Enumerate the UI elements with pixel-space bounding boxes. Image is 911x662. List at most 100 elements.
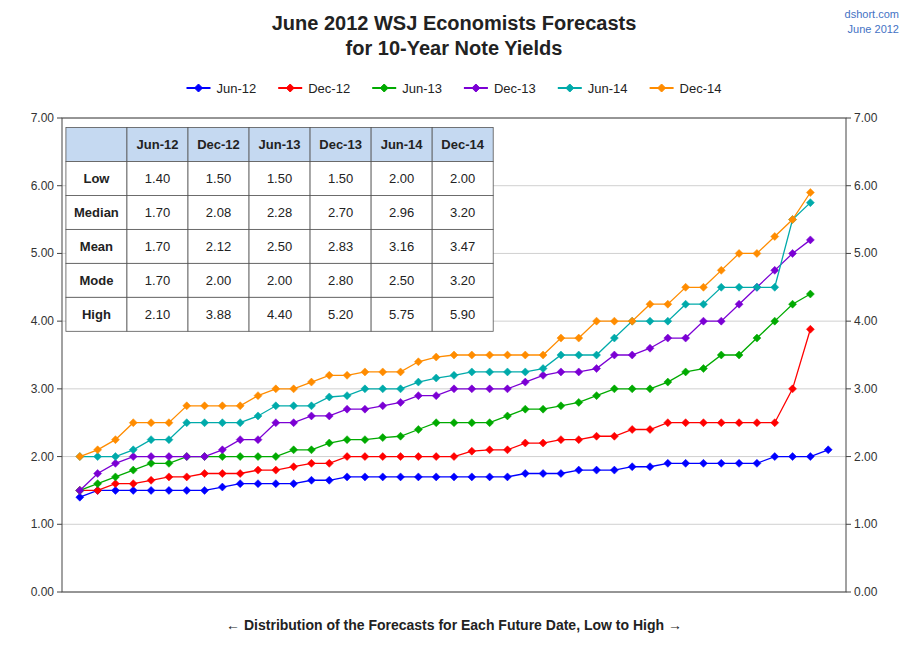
data-point — [165, 436, 173, 444]
table-cell — [432, 297, 493, 331]
data-point — [486, 385, 494, 393]
data-point — [593, 365, 601, 373]
data-point — [343, 453, 351, 461]
table-cell — [371, 127, 432, 161]
data-point — [503, 446, 511, 454]
data-point — [307, 412, 315, 420]
data-point — [307, 402, 315, 410]
data-point — [610, 466, 618, 474]
table-cell — [66, 195, 127, 229]
tick — [846, 185, 851, 186]
data-point — [290, 446, 298, 454]
tick — [846, 321, 851, 322]
data-point — [414, 378, 422, 386]
data-point — [290, 463, 298, 471]
tick-label: 3.00 — [31, 382, 55, 396]
data-point — [147, 419, 155, 427]
stats-table: Jun-12Dec-12Jun-13Dec-13Jun-14Dec-14Low1… — [66, 127, 493, 331]
data-point — [450, 385, 458, 393]
table-text: 2.80 — [328, 273, 353, 288]
table-text: 1.70 — [145, 273, 170, 288]
legend-marker — [472, 84, 480, 92]
table-cell — [127, 263, 188, 297]
data-point — [521, 470, 529, 478]
data-point — [575, 368, 583, 376]
data-point — [147, 453, 155, 461]
data-point — [789, 249, 797, 257]
legend-item: Dec-13 — [464, 81, 536, 96]
table-text: 2.00 — [450, 171, 475, 186]
table-cell — [188, 229, 249, 263]
data-point — [539, 470, 547, 478]
data-point — [646, 300, 654, 308]
legend-marker — [658, 84, 666, 92]
data-point — [129, 446, 137, 454]
data-point — [717, 459, 725, 467]
data-point — [111, 453, 119, 461]
table-text: 1.50 — [267, 171, 292, 186]
data-point — [111, 436, 119, 444]
data-point — [664, 419, 672, 427]
table-cell — [66, 297, 127, 331]
data-point — [183, 453, 191, 461]
data-point — [789, 216, 797, 224]
data-point — [183, 486, 191, 494]
table-text: 3.16 — [389, 239, 414, 254]
data-point — [147, 436, 155, 444]
data-point — [664, 378, 672, 386]
legend-label: Jun-14 — [588, 81, 628, 96]
data-point — [806, 325, 814, 333]
data-point — [806, 199, 814, 207]
tick — [846, 388, 851, 389]
data-point — [771, 453, 779, 461]
tick-label: 6.00 — [31, 179, 55, 193]
table-text: 2.10 — [145, 307, 170, 322]
data-point — [272, 480, 280, 488]
data-point — [129, 480, 137, 488]
data-point — [76, 486, 84, 494]
data-point — [557, 470, 565, 478]
table-cell — [432, 127, 493, 161]
legend-item: Jun-14 — [558, 81, 628, 96]
data-point — [379, 368, 387, 376]
data-point — [503, 385, 511, 393]
data-point — [735, 283, 743, 291]
tick-label: 0.00 — [854, 585, 878, 599]
data-point — [201, 402, 209, 410]
data-point — [628, 425, 636, 433]
legend-label: Dec-14 — [680, 81, 722, 96]
data-point — [735, 300, 743, 308]
table-text: 3.20 — [450, 273, 475, 288]
data-point — [307, 476, 315, 484]
data-point — [343, 392, 351, 400]
data-point — [753, 459, 761, 467]
data-point — [236, 470, 244, 478]
data-point — [379, 473, 387, 481]
data-point — [236, 436, 244, 444]
data-point — [290, 480, 298, 488]
data-point — [111, 473, 119, 481]
data-point — [254, 412, 262, 420]
data-point — [628, 463, 636, 471]
data-point — [664, 317, 672, 325]
data-point — [468, 473, 476, 481]
data-point — [682, 334, 690, 342]
table-text: 2.50 — [267, 239, 292, 254]
table-text: 2.70 — [328, 205, 353, 220]
data-point — [735, 351, 743, 359]
table-text: Jun-14 — [381, 137, 424, 152]
data-point — [628, 317, 636, 325]
data-point — [272, 402, 280, 410]
data-point — [272, 385, 280, 393]
table-text: 1.40 — [145, 171, 170, 186]
data-point — [664, 300, 672, 308]
data-point — [806, 236, 814, 244]
x-axis-label: ← Distribution of the Forecasts for Each… — [226, 617, 682, 633]
tick-label: 6.00 — [854, 179, 878, 193]
table-text: 1.70 — [145, 239, 170, 254]
data-point — [379, 434, 387, 442]
data-point — [468, 447, 476, 455]
y-axis: 0.001.002.003.004.005.006.007.00 — [31, 111, 62, 599]
data-point — [343, 371, 351, 379]
data-point — [753, 249, 761, 257]
